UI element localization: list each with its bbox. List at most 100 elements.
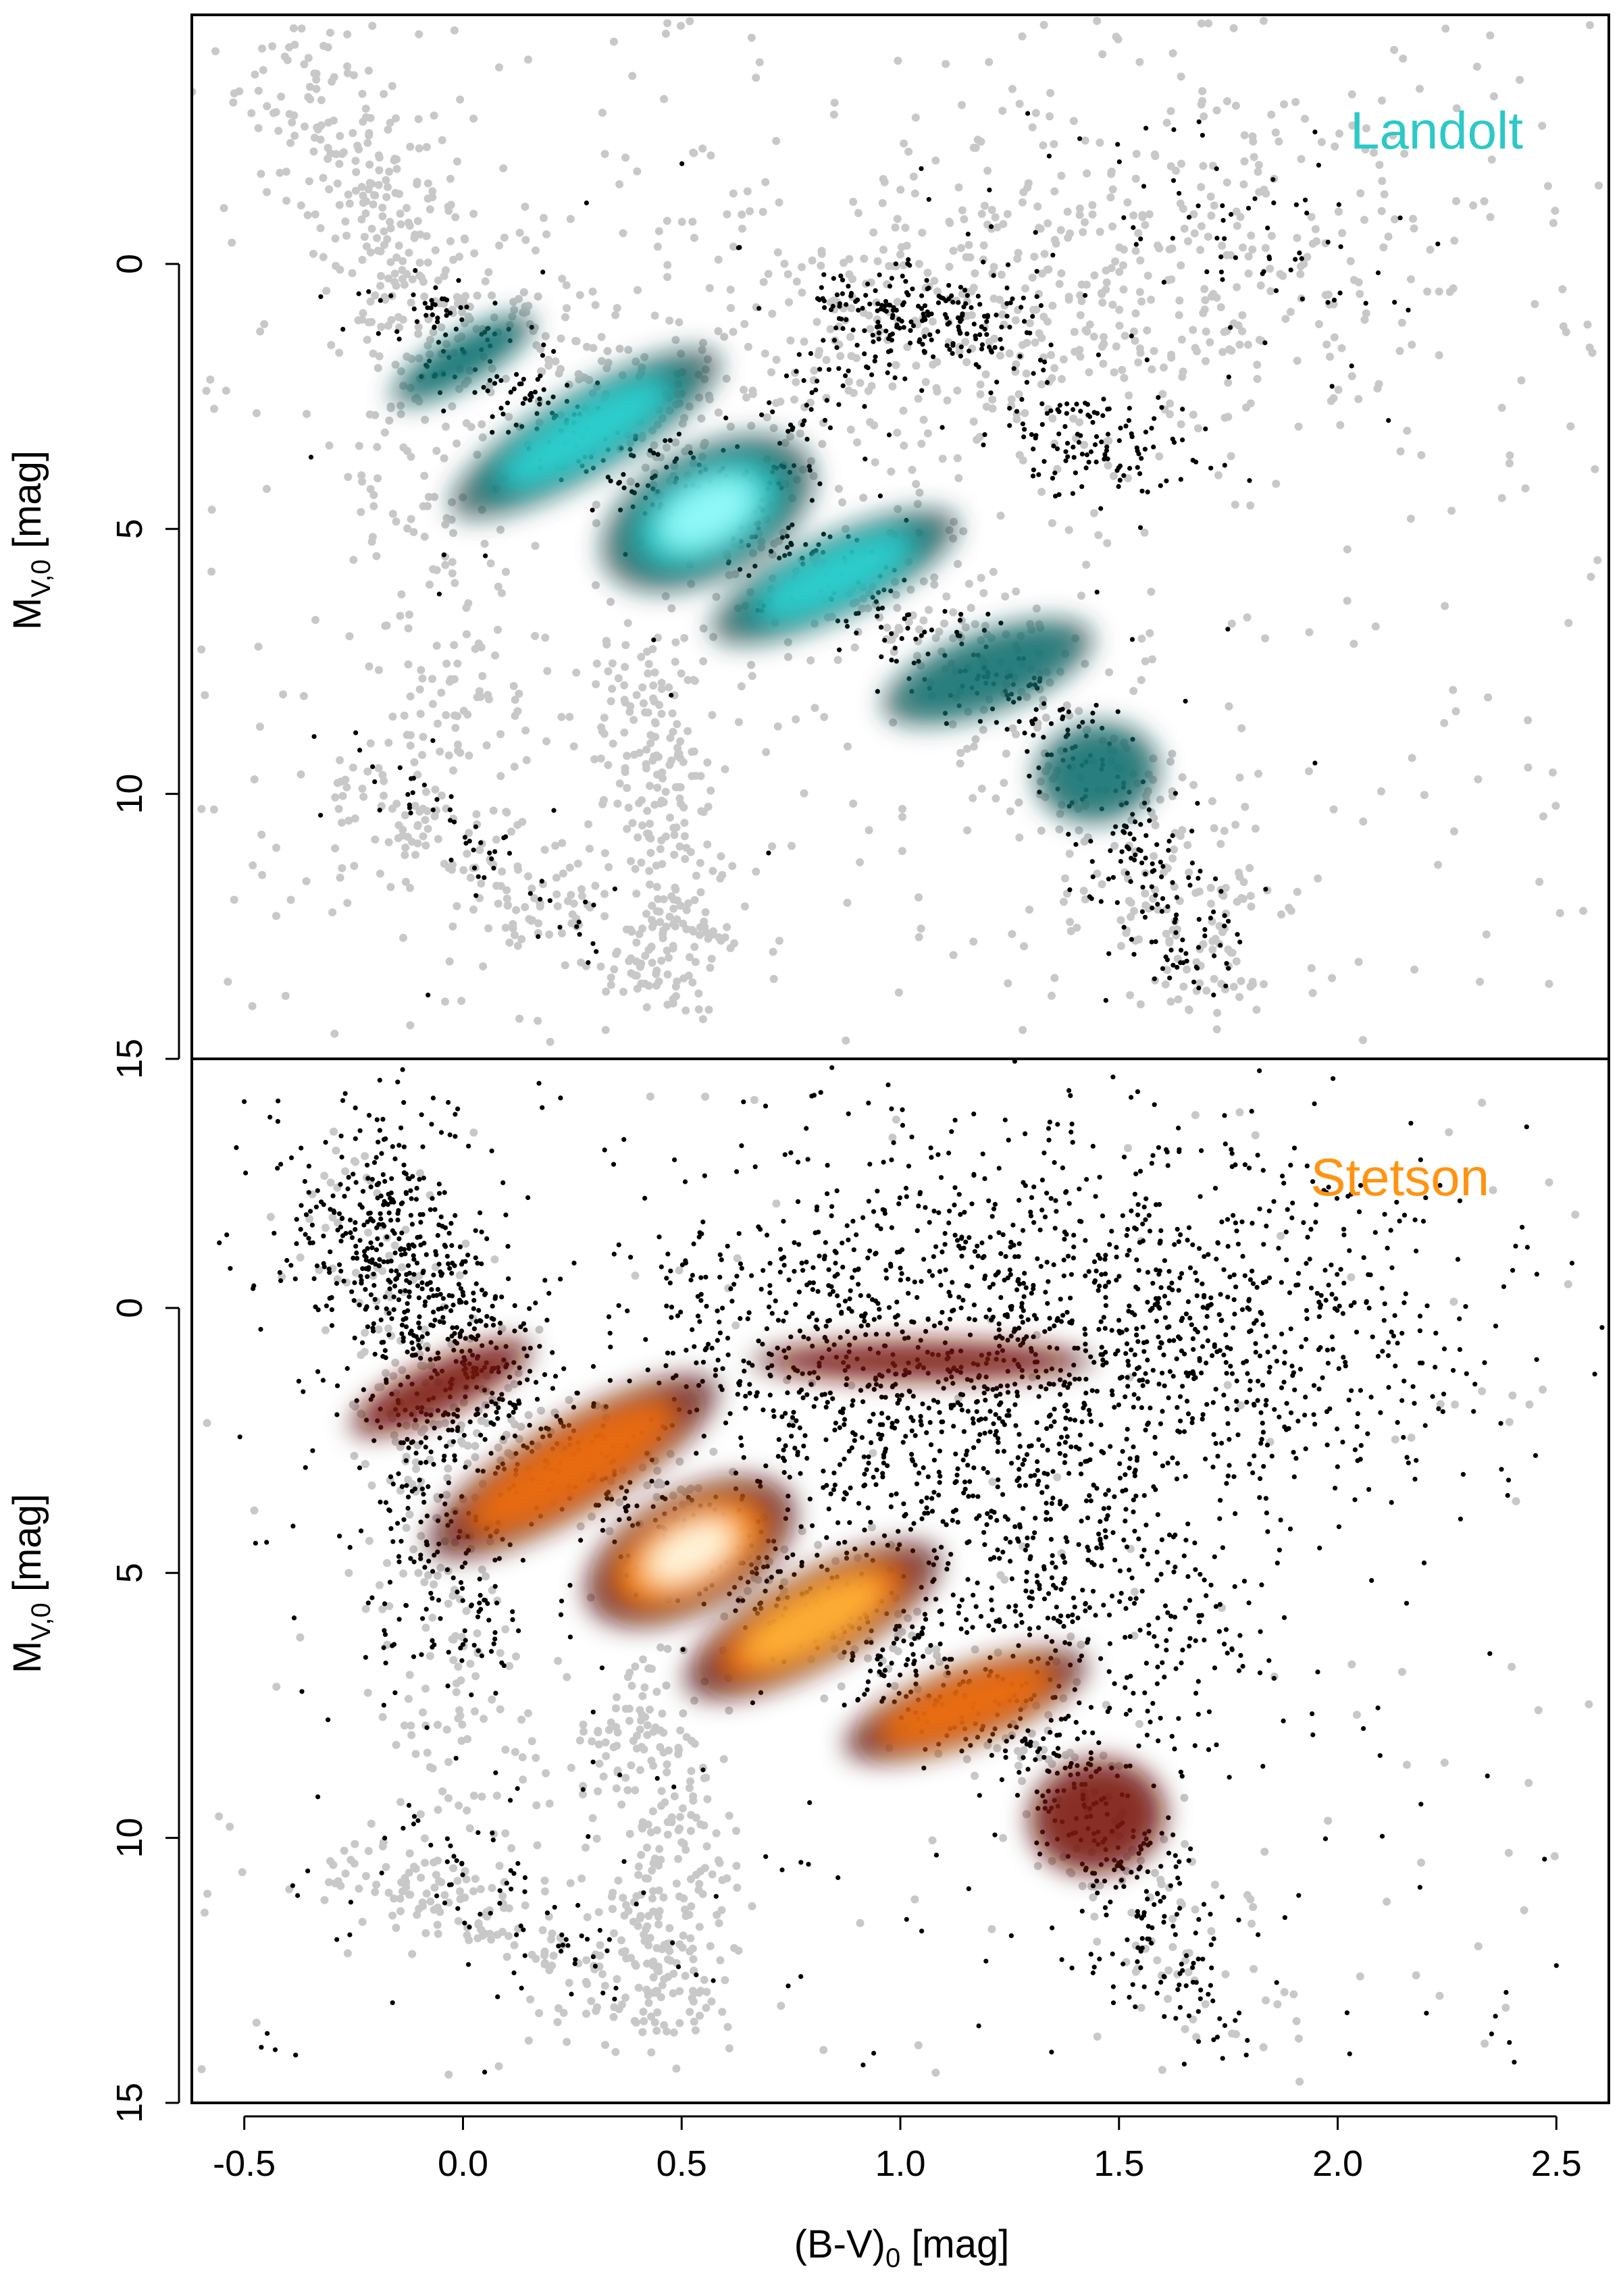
top-foreground-star-point <box>1108 848 1113 854</box>
bottom-background-star-point <box>935 1658 944 1667</box>
bottom-background-star-point <box>1508 1663 1516 1671</box>
top-background-star-point <box>1033 723 1041 732</box>
top-background-star-point <box>391 361 400 369</box>
bottom-foreground-star-point <box>622 1496 627 1501</box>
bottom-background-star-point <box>594 1787 602 1796</box>
top-foreground-star-point <box>308 454 314 460</box>
bottom-background-star-point <box>1435 1991 1444 2000</box>
bottom-background-star-point <box>658 1709 667 1718</box>
top-background-star-point <box>931 156 940 165</box>
bottom-background-star-point <box>382 1369 390 1378</box>
top-background-star-point <box>1334 207 1343 216</box>
top-background-star-point <box>364 318 373 327</box>
top-background-star-point <box>453 659 462 668</box>
top-foreground-star-point <box>850 328 856 333</box>
bottom-background-star-point <box>456 1887 464 1896</box>
bottom-background-star-point <box>925 1646 933 1655</box>
top-background-star-point <box>699 338 707 347</box>
top-foreground-star-point <box>844 619 849 624</box>
top-background-star-point <box>596 962 605 971</box>
top-background-star-point <box>1083 328 1091 336</box>
top-background-star-point <box>1451 707 1460 716</box>
top-background-star-point <box>1114 35 1123 44</box>
top-background-star-point <box>911 113 920 122</box>
top-background-star-point <box>592 500 600 509</box>
top-background-star-point <box>681 1006 690 1015</box>
bottom-foreground-star-point <box>1220 2056 1225 2061</box>
bottom-foreground-star-point <box>600 1528 606 1533</box>
bottom-background-star-point <box>588 1512 596 1521</box>
top-background-star-point <box>688 978 697 987</box>
top-background-star-point <box>1177 420 1185 429</box>
top-background-star-point <box>1066 927 1075 935</box>
top-foreground-star-point <box>451 819 457 825</box>
bottom-background-star-point <box>777 2002 786 2010</box>
top-background-star-point <box>419 278 428 286</box>
top-background-star-point <box>1018 32 1027 41</box>
bottom-background-star-point <box>621 1993 629 2002</box>
bottom-foreground-star-point <box>1134 1875 1140 1880</box>
bottom-background-star-point <box>686 1827 695 1835</box>
bottom-background-star-point <box>399 1569 408 1578</box>
bottom-background-star-point <box>350 1452 359 1460</box>
bottom-background-star-point <box>663 1973 672 1981</box>
top-foreground-star-point <box>448 858 454 863</box>
top-background-star-point <box>1327 396 1335 405</box>
top-background-star-point <box>484 691 492 700</box>
bottom-foreground-star-point <box>1121 1884 1127 1889</box>
bottom-background-star-point <box>413 1910 421 1919</box>
bottom-background-star-point <box>329 1860 338 1869</box>
top-foreground-star-point <box>1237 939 1243 945</box>
top-foreground-star-point <box>809 390 815 396</box>
bottom-background-star-point <box>649 1761 658 1770</box>
bottom-background-star-point <box>674 1854 682 1863</box>
bottom-background-star-point <box>601 1738 610 1747</box>
top-background-star-point <box>1003 210 1012 218</box>
top-background-star-point <box>1185 1005 1193 1014</box>
top-background-star-point <box>421 816 430 825</box>
top-background-star-point <box>1227 346 1236 355</box>
top-background-star-point <box>1143 326 1152 335</box>
bottom-foreground-star-point <box>1208 1983 1213 1988</box>
top-foreground-star-point <box>821 338 826 343</box>
top-background-star-point <box>714 327 723 336</box>
top-foreground-star-point <box>532 390 538 395</box>
top-background-star-point <box>401 851 409 860</box>
top-background-star-point <box>675 842 684 851</box>
top-background-star-point <box>657 679 666 687</box>
top-background-star-point <box>625 708 634 716</box>
top-foreground-star-point <box>453 326 459 332</box>
bottom-background-star-point <box>644 1941 653 1950</box>
top-background-star-point <box>1261 244 1270 253</box>
top-background-star-point <box>712 592 721 601</box>
bottom-background-star-point <box>1014 1747 1022 1755</box>
top-background-star-point <box>201 691 209 700</box>
bottom-background-star-point <box>405 1510 414 1519</box>
top-foreground-star-point <box>679 161 685 166</box>
bottom-background-star-point <box>679 1894 688 1903</box>
top-background-star-point <box>740 386 748 394</box>
top-background-star-point <box>489 806 498 815</box>
top-foreground-star-point <box>813 387 819 393</box>
top-foreground-star-point <box>950 350 955 357</box>
top-foreground-star-point <box>1129 637 1135 642</box>
top-background-star-point <box>343 69 352 78</box>
top-background-star-point <box>918 228 927 237</box>
top-foreground-star-point <box>863 292 869 298</box>
bottom-foreground-star-point <box>1214 2035 1220 2040</box>
top-background-star-point <box>669 941 677 950</box>
top-background-star-point <box>478 672 487 681</box>
top-background-star-point <box>632 938 641 947</box>
top-background-star-point <box>357 182 366 191</box>
top-background-star-point <box>1043 265 1052 274</box>
bottom-background-star-point <box>478 1565 486 1574</box>
top-background-star-point <box>670 850 679 859</box>
top-background-star-point <box>906 585 915 594</box>
bottom-background-star-point <box>638 1824 646 1833</box>
top-background-star-point <box>326 28 334 37</box>
top-foreground-star-point <box>433 285 438 290</box>
top-background-star-point <box>658 768 667 777</box>
top-foreground-star-point <box>1142 914 1148 920</box>
top-background-star-point <box>656 845 665 854</box>
top-foreground-star-point <box>766 850 771 856</box>
